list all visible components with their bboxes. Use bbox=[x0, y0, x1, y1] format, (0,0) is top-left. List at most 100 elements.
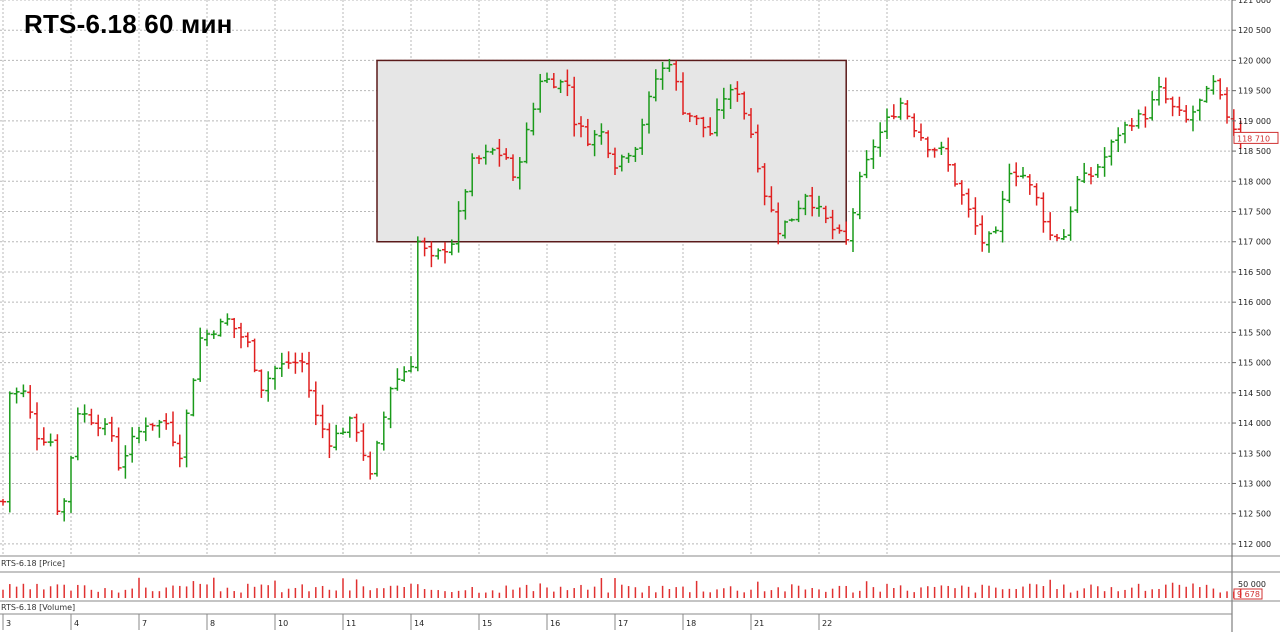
ohlc-bar bbox=[1101, 147, 1108, 177]
ohlc-bar bbox=[516, 157, 523, 190]
ohlc-bar bbox=[537, 73, 544, 113]
ohlc-bar bbox=[374, 440, 380, 477]
ohlc-bar bbox=[244, 332, 251, 348]
ohlc-bar bbox=[190, 378, 197, 417]
ohlc-bar bbox=[1128, 118, 1135, 131]
ohlc-bar bbox=[476, 155, 482, 164]
ohlc-bar bbox=[1135, 109, 1142, 129]
price-tick-label: 120 500 bbox=[1238, 26, 1271, 35]
ohlc-bar bbox=[809, 186, 816, 217]
ohlc-bar bbox=[340, 427, 346, 435]
price-tick-label: 117 000 bbox=[1238, 238, 1271, 247]
chart-title: RTS-6.18 60 мин bbox=[24, 9, 233, 39]
ohlc-bar bbox=[598, 123, 605, 145]
ohlc-bar bbox=[360, 423, 367, 461]
time-axis: 3 4 7 8 10 11 14 15 16 17 18 21 22 bbox=[0, 613, 1232, 630]
ohlc-bar bbox=[27, 385, 34, 419]
ohlc-bar bbox=[931, 147, 938, 158]
ohlc-bar bbox=[435, 248, 442, 260]
ohlc-bar bbox=[904, 100, 911, 120]
ohlc-bar bbox=[802, 193, 809, 216]
volume-pane-label: RTS-6.18 [Volume] bbox=[0, 603, 77, 612]
ohlc-bar bbox=[1224, 87, 1230, 124]
day-tick-label: 15 bbox=[482, 619, 492, 628]
price-tick-label: 114 500 bbox=[1238, 389, 1271, 398]
ohlc-bar bbox=[1162, 77, 1169, 104]
day-tick-label: 4 bbox=[74, 619, 79, 628]
ohlc-bar bbox=[530, 102, 537, 136]
last-price-box bbox=[1233, 131, 1279, 144]
ohlc-bar bbox=[1094, 163, 1101, 178]
ohlc-bar bbox=[877, 122, 884, 157]
ohlc-bar bbox=[666, 58, 673, 72]
ohlc-bar bbox=[557, 79, 564, 94]
ohlc-bar bbox=[1169, 96, 1176, 117]
ohlc-bar bbox=[20, 384, 27, 398]
ohlc-bar bbox=[965, 188, 972, 218]
ohlc-bar bbox=[986, 231, 992, 253]
price-axis: 112 000 112 500 113 000 113 500 114 000 114 5… bbox=[1231, 0, 1279, 632]
ohlc-bar bbox=[918, 123, 924, 141]
ohlc-bar bbox=[1156, 76, 1162, 106]
ohlc-bar bbox=[47, 433, 54, 447]
ohlc-bar bbox=[224, 313, 231, 326]
ohlc-bar bbox=[1190, 105, 1196, 132]
ohlc-bar bbox=[1047, 212, 1054, 241]
ohlc-bar bbox=[1060, 229, 1067, 241]
ohlc-bar bbox=[1217, 78, 1224, 100]
ohlc-bar bbox=[782, 220, 788, 239]
day-tick-label: 17 bbox=[618, 619, 628, 628]
ohlc-bar bbox=[299, 352, 306, 373]
price-tick-label: 116 500 bbox=[1238, 268, 1271, 277]
ohlc-bar bbox=[306, 351, 312, 398]
ohlc-bar bbox=[686, 112, 693, 123]
ohlc-bar bbox=[231, 317, 238, 339]
ohlc-bar bbox=[285, 351, 292, 369]
day-tick-label: 10 bbox=[278, 619, 288, 628]
day-tick-label: 7 bbox=[142, 619, 147, 628]
ohlc-bar bbox=[217, 318, 224, 337]
ohlc-bar bbox=[510, 154, 516, 181]
ohlc-bar bbox=[204, 329, 210, 347]
ohlc-bar bbox=[469, 153, 476, 197]
ohlc-bar bbox=[380, 411, 387, 451]
day-tick-label: 14 bbox=[414, 619, 424, 628]
ohlc-bar bbox=[605, 130, 612, 159]
ohlc-bar bbox=[911, 113, 918, 138]
ohlc-bar bbox=[999, 190, 1006, 243]
ohlc-bar bbox=[632, 146, 639, 162]
ohlc-bar bbox=[408, 356, 414, 373]
ohlc-bar bbox=[312, 381, 319, 426]
ohlc-bar bbox=[795, 200, 802, 223]
ohlc-bar bbox=[768, 186, 775, 213]
ohlc-bar bbox=[673, 60, 680, 91]
ohlc-bar bbox=[136, 426, 142, 444]
ohlc-bar bbox=[6, 391, 13, 513]
price-tick-label: 115 000 bbox=[1238, 359, 1271, 368]
ohlc-bar bbox=[972, 197, 979, 235]
day-tick-label: 22 bbox=[822, 619, 832, 628]
ohlc-bar bbox=[210, 330, 217, 339]
ohlc-bar bbox=[176, 434, 183, 468]
ohlc-bar bbox=[727, 84, 734, 109]
ohlc-bar bbox=[163, 413, 170, 430]
ohlc-bar bbox=[197, 327, 204, 382]
ohlc-bar bbox=[775, 202, 782, 245]
ohlc-bar bbox=[156, 419, 163, 438]
ohlc-bar bbox=[1074, 176, 1081, 213]
ohlc-bar bbox=[455, 201, 462, 253]
ohlc-bar bbox=[353, 413, 360, 442]
ohlc-bar bbox=[95, 414, 102, 437]
ohlc-bar bbox=[251, 338, 258, 373]
volume-bars bbox=[2, 577, 1242, 598]
ohlc-bar bbox=[183, 409, 190, 468]
ohlc-bar bbox=[1020, 167, 1026, 179]
ohlc-bar bbox=[489, 147, 496, 155]
ohlc-bar bbox=[646, 91, 652, 134]
ohlc-bar bbox=[952, 162, 958, 187]
ohlc-bar bbox=[550, 72, 557, 89]
ohlc-bar bbox=[714, 98, 720, 137]
ohlc-bar bbox=[1108, 139, 1115, 166]
ohlc-bar bbox=[108, 416, 115, 442]
